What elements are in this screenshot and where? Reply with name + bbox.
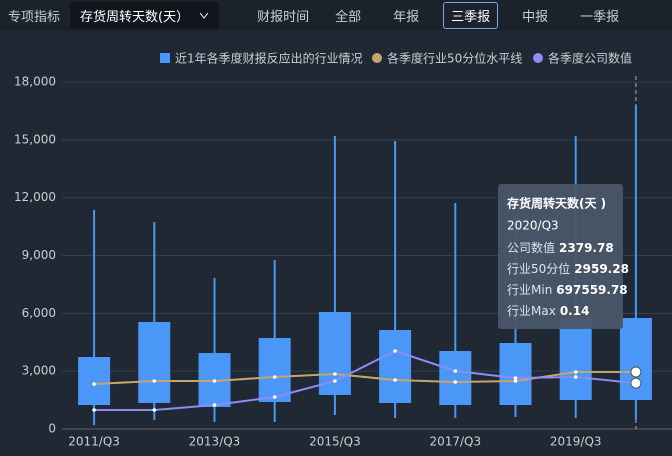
y-tick-label: 6,000 <box>22 306 56 320</box>
point <box>333 379 337 383</box>
y-tick-label: 15,000 <box>14 132 56 146</box>
chevron <box>199 12 209 19</box>
legend-label: 各季度行业50分位水平线 <box>387 51 522 66</box>
tooltip-row-label: 行业Max <box>507 304 556 318</box>
point <box>92 382 96 386</box>
box <box>439 351 472 405</box>
point <box>453 369 458 373</box>
options: 全部 年报 三季报 中报 一季报 <box>319 2 635 29</box>
tooltip <box>498 184 623 329</box>
x-tick-label: 2013/Q3 <box>189 435 241 449</box>
x-tick-label: 2011/Q3 <box>68 435 120 449</box>
tooltip-row-value: 697559.78 <box>556 283 627 297</box>
tooltip-row: 行业Min 697559.78 <box>507 283 628 297</box>
box <box>379 329 412 403</box>
point <box>92 408 96 412</box>
tooltip-row-value: 2379.78 <box>559 241 614 255</box>
period-option[interactable]: 年报 <box>393 10 420 25</box>
x-tick-label: 2017/Q3 <box>429 435 481 449</box>
point <box>453 380 458 384</box>
box <box>138 322 171 403</box>
y-tick-label: 9,000 <box>22 248 56 262</box>
legend-swatch <box>160 53 170 63</box>
point <box>212 403 217 407</box>
line <box>94 349 637 412</box>
period-option[interactable]: 中报 <box>522 10 549 25</box>
chart: 0 3,000 6,000 9,000 12,000 15,000 18,000 2011/Q… <box>14 51 672 449</box>
y-tick-label: 18,000 <box>14 75 56 89</box>
point <box>513 376 518 380</box>
x-tick-label: 2019/Q3 <box>550 435 602 449</box>
box <box>78 356 111 405</box>
point <box>513 379 518 383</box>
box <box>499 343 532 405</box>
indicator-label: 专项指标 <box>8 10 61 25</box>
tooltip-row-value: 2959.28 <box>574 262 629 276</box>
point <box>152 379 157 383</box>
period-option[interactable]: 三季报 <box>443 2 499 29</box>
y-tick-label: 12,000 <box>14 190 56 204</box>
legend-label: 各季度公司数值 <box>548 51 632 66</box>
legend-swatch <box>372 53 382 63</box>
y-tick-label: 3,000 <box>22 364 56 378</box>
point <box>630 366 642 378</box>
y-tick-label: 0 <box>48 422 56 436</box>
point <box>152 408 157 412</box>
point <box>393 378 397 382</box>
x-tick-label: 2015/Q3 <box>309 435 361 449</box>
tooltip-title: 存货周转天数(天 ) <box>506 196 606 211</box>
tooltip-row-label: 公司数值 <box>507 240 555 255</box>
box <box>258 338 291 403</box>
tooltip-row-label: 行业Min <box>507 283 552 297</box>
tooltip-row-value: 0.14 <box>560 304 590 318</box>
point <box>333 372 337 376</box>
point <box>630 377 642 389</box>
period-option[interactable]: 全部 <box>335 10 362 25</box>
point <box>212 379 217 383</box>
box <box>559 317 592 401</box>
tooltip-row: 行业50分位 2959.28 <box>507 261 629 276</box>
legend-swatch <box>533 53 543 63</box>
point <box>272 395 277 399</box>
indicator-value: 存货周转天数(天） <box>80 10 190 25</box>
period-option[interactable]: 一季报 <box>580 10 620 25</box>
tooltip-period: 2020/Q3 <box>507 219 559 233</box>
indicator-dropdown[interactable]: 存货周转天数(天） <box>70 2 220 29</box>
tooltip-row: 行业Max 0.14 <box>507 304 589 318</box>
point <box>573 370 578 374</box>
tooltip-row: 公司数值 2379.78 <box>507 240 614 255</box>
toolbar: 专项指标 存货周转天数(天） 财报时间 全部 年报 三季报 中报 一季报 <box>0 0 672 31</box>
point <box>272 375 277 379</box>
point <box>573 375 578 379</box>
time-label: 财报时间 <box>257 10 310 25</box>
tooltip-row-label: 行业50分位 <box>507 261 570 276</box>
legend-label: 近1年各季度财报反应出的行业情况 <box>175 51 363 66</box>
point <box>393 349 397 353</box>
